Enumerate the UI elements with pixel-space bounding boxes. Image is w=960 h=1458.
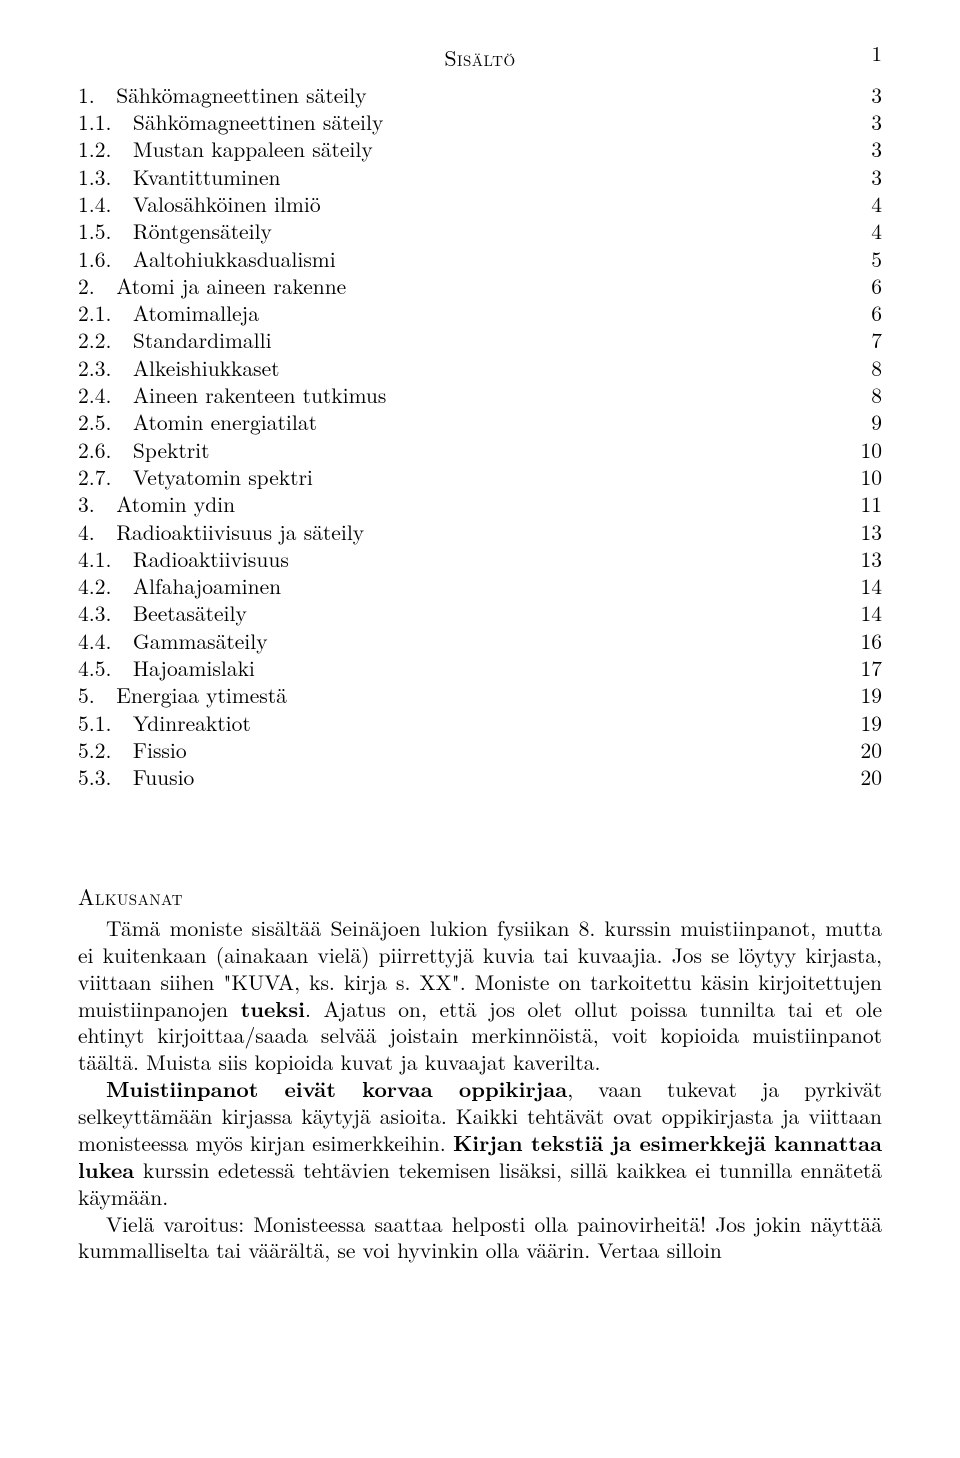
toc-label: 5.1. Ydinreaktiot <box>78 710 251 737</box>
toc-row: 1.5. Röntgensäteily 4 <box>78 218 882 245</box>
toc-row: 2. Atomi ja aineen rakenne 6 <box>78 273 882 300</box>
toc-page: 3 <box>859 164 882 191</box>
toc-label: 4.1. Radioaktiivisuus <box>78 546 289 573</box>
paragraph-bold: tueksi <box>241 994 305 1024</box>
toc-page: 20 <box>848 764 882 791</box>
toc-label: 1.5. Röntgensäteily <box>78 218 272 245</box>
toc-row: 4.3. Beetasäteily 14 <box>78 600 882 627</box>
toc-page: 20 <box>848 737 882 764</box>
toc-row: 1.3. Kvantittuminen 3 <box>78 164 882 191</box>
toc-row: 2.3. Alkeishiukkaset 8 <box>78 355 882 382</box>
toc-row: 4.5. Hajoamislaki 17 <box>78 655 882 682</box>
toc-page: 6 <box>859 300 882 327</box>
toc-row: 5.1. Ydinreaktiot 19 <box>78 710 882 737</box>
paragraph-bold: Muistiinpanot eivät korvaa oppikirjaa <box>106 1074 567 1104</box>
toc-label: 2.5. Atomin energiatilat <box>78 409 317 436</box>
toc-label: 2.7. Vetyatomin spektri <box>78 464 313 491</box>
toc-page: 17 <box>848 655 882 682</box>
toc-row: 5.3. Fuusio 20 <box>78 764 882 791</box>
toc-label: 3. Atomin ydin <box>78 491 235 518</box>
toc-page: 3 <box>859 136 882 163</box>
toc-label: 4.5. Hajoamislaki <box>78 655 255 682</box>
toc-row: 2.4. Aineen rakenteen tutkimus 8 <box>78 382 882 409</box>
toc-label: 1.1. Sähkömagneettinen säteily <box>78 109 383 136</box>
toc-page: 4 <box>859 218 882 245</box>
section-heading: Alkusanat <box>78 883 882 911</box>
toc-page: 14 <box>848 600 882 627</box>
toc-page: 7 <box>859 327 882 354</box>
paragraph-2: Muistiinpanot eivät korvaa oppikirjaa, v… <box>78 1076 882 1210</box>
toc-row: 2.7. Vetyatomin spektri 10 <box>78 464 882 491</box>
toc-page: 9 <box>859 409 882 436</box>
toc-page: 11 <box>848 491 882 518</box>
toc-page: 3 <box>859 82 882 109</box>
toc-label: 2.2. Standardimalli <box>78 327 272 354</box>
toc-label: 2.6. Spektrit <box>78 437 209 464</box>
toc-row: 1.1. Sähkömagneettinen säteily 3 <box>78 109 882 136</box>
toc-row: 1.6. Aaltohiukkasdualismi 5 <box>78 246 882 273</box>
toc-page: 8 <box>859 355 882 382</box>
toc-label: 2.4. Aineen rakenteen tutkimus <box>78 382 386 409</box>
toc-row: 2.6. Spektrit 10 <box>78 437 882 464</box>
toc-row: 5.2. Fissio 20 <box>78 737 882 764</box>
toc-page: 13 <box>848 546 882 573</box>
toc-label: 4.4. Gammasäteily <box>78 628 268 655</box>
toc-page: 10 <box>848 464 882 491</box>
toc-label: 4.2. Alfahajoaminen <box>78 573 281 600</box>
toc-label: 1.2. Mustan kappaleen säteily <box>78 136 373 163</box>
toc-page: 4 <box>859 191 882 218</box>
toc-page: 3 <box>859 109 882 136</box>
toc-label: 4. Radioaktiivisuus ja säteily <box>78 519 364 546</box>
paragraph-3: Vielä varoitus: Monisteessa saattaa help… <box>78 1211 882 1265</box>
toc-label: 1.6. Aaltohiukkasdualismi <box>78 246 336 273</box>
toc-page: 13 <box>848 519 882 546</box>
toc-page: 19 <box>848 682 882 709</box>
toc-label: 2. Atomi ja aineen rakenne <box>78 273 346 300</box>
toc-label: 4.3. Beetasäteily <box>78 600 247 627</box>
toc-label: 5.2. Fissio <box>78 737 187 764</box>
toc-row: 4. Radioaktiivisuus ja säteily 13 <box>78 519 882 546</box>
document-page: 1 Sisältö 1. Sähkömagneettinen säteily31… <box>0 0 960 1458</box>
paragraph-text: kurssin edetessä tehtävien tekemisen lis… <box>78 1155 882 1212</box>
toc-page: 14 <box>848 573 882 600</box>
toc-page: 19 <box>848 710 882 737</box>
toc-row: 2.2. Standardimalli 7 <box>78 327 882 354</box>
toc-label: 2.3. Alkeishiukkaset <box>78 355 280 382</box>
toc-label: 5.3. Fuusio <box>78 764 194 791</box>
toc-row: 1. Sähkömagneettinen säteily 3 <box>78 82 882 109</box>
paragraph-1: Tämä moniste sisältää Seinäjoen lukion f… <box>78 915 882 1076</box>
toc-label: 1. Sähkömagneettinen säteily <box>78 82 367 109</box>
toc-row: 2.1. Atomimalleja 6 <box>78 300 882 327</box>
toc-row: 5. Energiaa ytimestä 19 <box>78 682 882 709</box>
toc-row: 1.2. Mustan kappaleen säteily 3 <box>78 136 882 163</box>
toc-row: 3. Atomin ydin 11 <box>78 491 882 518</box>
toc-page: 16 <box>848 628 882 655</box>
toc-label: 1.4. Valosähköinen ilmiö <box>78 191 321 218</box>
toc-page: 10 <box>848 437 882 464</box>
paragraph-text: Vielä varoitus: Monisteessa saattaa help… <box>78 1209 882 1266</box>
toc-row: 4.4. Gammasäteily 16 <box>78 628 882 655</box>
table-of-contents: 1. Sähkömagneettinen säteily31.1. Sähköm… <box>78 82 882 792</box>
toc-page: 8 <box>859 382 882 409</box>
toc-page: 5 <box>859 246 882 273</box>
toc-label: 2.1. Atomimalleja <box>78 300 259 327</box>
toc-row: 4.2. Alfahajoaminen 14 <box>78 573 882 600</box>
toc-title: Sisältö <box>78 44 882 72</box>
toc-page: 6 <box>859 273 882 300</box>
toc-row: 2.5. Atomin energiatilat 9 <box>78 409 882 436</box>
toc-row: 1.4. Valosähköinen ilmiö 4 <box>78 191 882 218</box>
toc-label: 5. Energiaa ytimestä <box>78 682 287 709</box>
toc-row: 4.1. Radioaktiivisuus 13 <box>78 546 882 573</box>
toc-label: 1.3. Kvantittuminen <box>78 164 281 191</box>
